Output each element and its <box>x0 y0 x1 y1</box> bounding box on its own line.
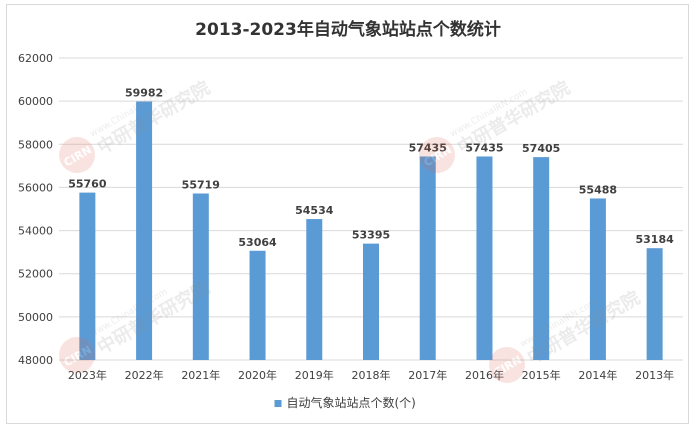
x-tick-label: 2016年 <box>465 368 504 382</box>
x-tick-label: 2013年 <box>635 368 674 382</box>
x-axis-tick-labels: 2023年 2022年 2021年 2020年 2019年 2018年 2017年 2016年… <box>68 368 674 382</box>
y-tick-label: 52000 <box>18 268 53 281</box>
bar <box>646 248 663 360</box>
data-label: 57435 <box>409 141 447 154</box>
bar <box>249 250 266 360</box>
x-tick-label: 2023年 <box>68 368 107 382</box>
bar-chart: 2013-2023年自动气象站站点个数统计 48000 50000 52000 540… <box>18 19 683 410</box>
y-tick-label: 54000 <box>18 225 53 238</box>
watermark-logo-circle <box>59 137 95 173</box>
legend-swatch <box>274 400 282 407</box>
x-tick-label: 2022年 <box>125 368 164 382</box>
x-tick-label: 2020年 <box>238 368 277 382</box>
x-tick-label: 2015年 <box>522 368 561 382</box>
x-tick-label: 2018年 <box>352 368 391 382</box>
data-label: 57405 <box>522 142 560 155</box>
y-axis-tick-labels: 48000 50000 52000 54000 56000 58000 60000 62000 <box>18 52 53 367</box>
y-tick-label: 56000 <box>18 181 53 194</box>
data-label: 55760 <box>68 178 107 191</box>
bar <box>306 219 323 360</box>
data-label: 53395 <box>352 229 390 242</box>
y-tick-label: 50000 <box>18 311 53 324</box>
chart-frame: 2013-2023年自动气象站站点个数统计 48000 50000 52000 540… <box>6 4 689 424</box>
y-tick-label: 58000 <box>18 138 53 151</box>
x-tick-label: 2021年 <box>181 368 220 382</box>
bar <box>136 101 153 361</box>
watermark-logo-circle <box>419 137 455 173</box>
data-label: 57435 <box>465 141 503 154</box>
bar <box>419 156 436 360</box>
bar <box>79 192 96 360</box>
bar <box>589 198 606 360</box>
x-tick-label: 2017年 <box>408 368 447 382</box>
data-label: 55719 <box>182 178 220 191</box>
data-label: 54534 <box>295 204 334 217</box>
watermark-logo-circle <box>489 347 525 383</box>
chart-title: 2013-2023年自动气象站站点个数统计 <box>195 19 501 40</box>
y-tick-label: 48000 <box>18 354 53 367</box>
bar <box>533 157 550 360</box>
bar <box>363 243 379 360</box>
x-tick-label: 2019年 <box>295 368 334 382</box>
x-tick-label: 2014年 <box>578 368 617 382</box>
y-tick-label: 60000 <box>18 95 53 108</box>
y-tick-label: 62000 <box>18 52 53 65</box>
data-label: 59982 <box>125 87 163 100</box>
watermark-logo-circle <box>59 337 95 373</box>
data-label: 53064 <box>238 236 277 249</box>
bar <box>192 193 209 360</box>
bars: 55760 59982 55719 53064 54534 53395 57435 57435… <box>68 87 674 361</box>
legend-label: 自动气象站站点个数(个) <box>287 395 416 410</box>
data-label: 53184 <box>635 233 674 246</box>
legend: 自动气象站站点个数(个) <box>274 395 416 410</box>
bar <box>476 156 493 360</box>
data-label: 55488 <box>579 183 617 196</box>
